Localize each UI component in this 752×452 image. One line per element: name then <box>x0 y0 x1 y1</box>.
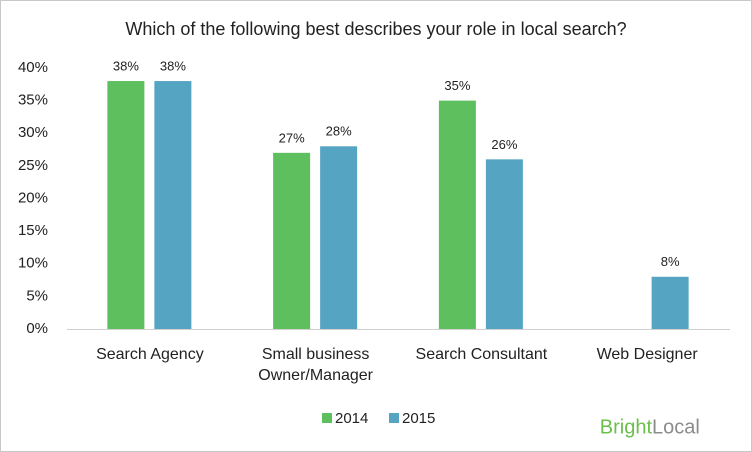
y-tick-label: 15% <box>18 222 48 239</box>
legend-label: 2014 <box>335 410 368 427</box>
y-tick-label: 0% <box>26 320 48 337</box>
bar <box>651 276 689 329</box>
legend-label: 2015 <box>402 410 435 427</box>
value-label: 35% <box>444 78 470 93</box>
y-tick-label: 5% <box>26 287 48 304</box>
y-tick-label: 10% <box>18 255 48 272</box>
chart-title: Which of the following best describes yo… <box>125 19 626 39</box>
x-tick-label: Search Consultant <box>415 346 548 363</box>
value-label: 26% <box>491 137 517 152</box>
y-tick-label: 40% <box>18 59 48 76</box>
value-label: 28% <box>326 124 352 139</box>
y-tick-label: 25% <box>18 157 48 174</box>
value-label: 38% <box>113 58 139 73</box>
y-tick-label: 30% <box>18 124 48 141</box>
value-label: 8% <box>661 254 680 269</box>
value-label: 38% <box>160 58 186 73</box>
bar <box>485 159 523 329</box>
bar <box>273 152 311 329</box>
legend-swatch <box>322 413 332 423</box>
x-tick-label: Small business Owner/Manager <box>258 346 373 384</box>
value-label: 27% <box>279 130 305 145</box>
x-tick-label: Web Designer <box>596 346 698 363</box>
bar <box>154 81 192 329</box>
bar <box>438 100 476 329</box>
y-tick-label: 35% <box>18 92 48 109</box>
bar <box>320 146 358 329</box>
watermark: Bright <box>600 416 653 438</box>
legend-swatch <box>389 413 399 423</box>
y-tick-label: 20% <box>18 189 48 206</box>
x-tick-label: Search Agency <box>96 346 204 363</box>
watermark: Local <box>652 416 700 438</box>
bar <box>107 81 145 329</box>
